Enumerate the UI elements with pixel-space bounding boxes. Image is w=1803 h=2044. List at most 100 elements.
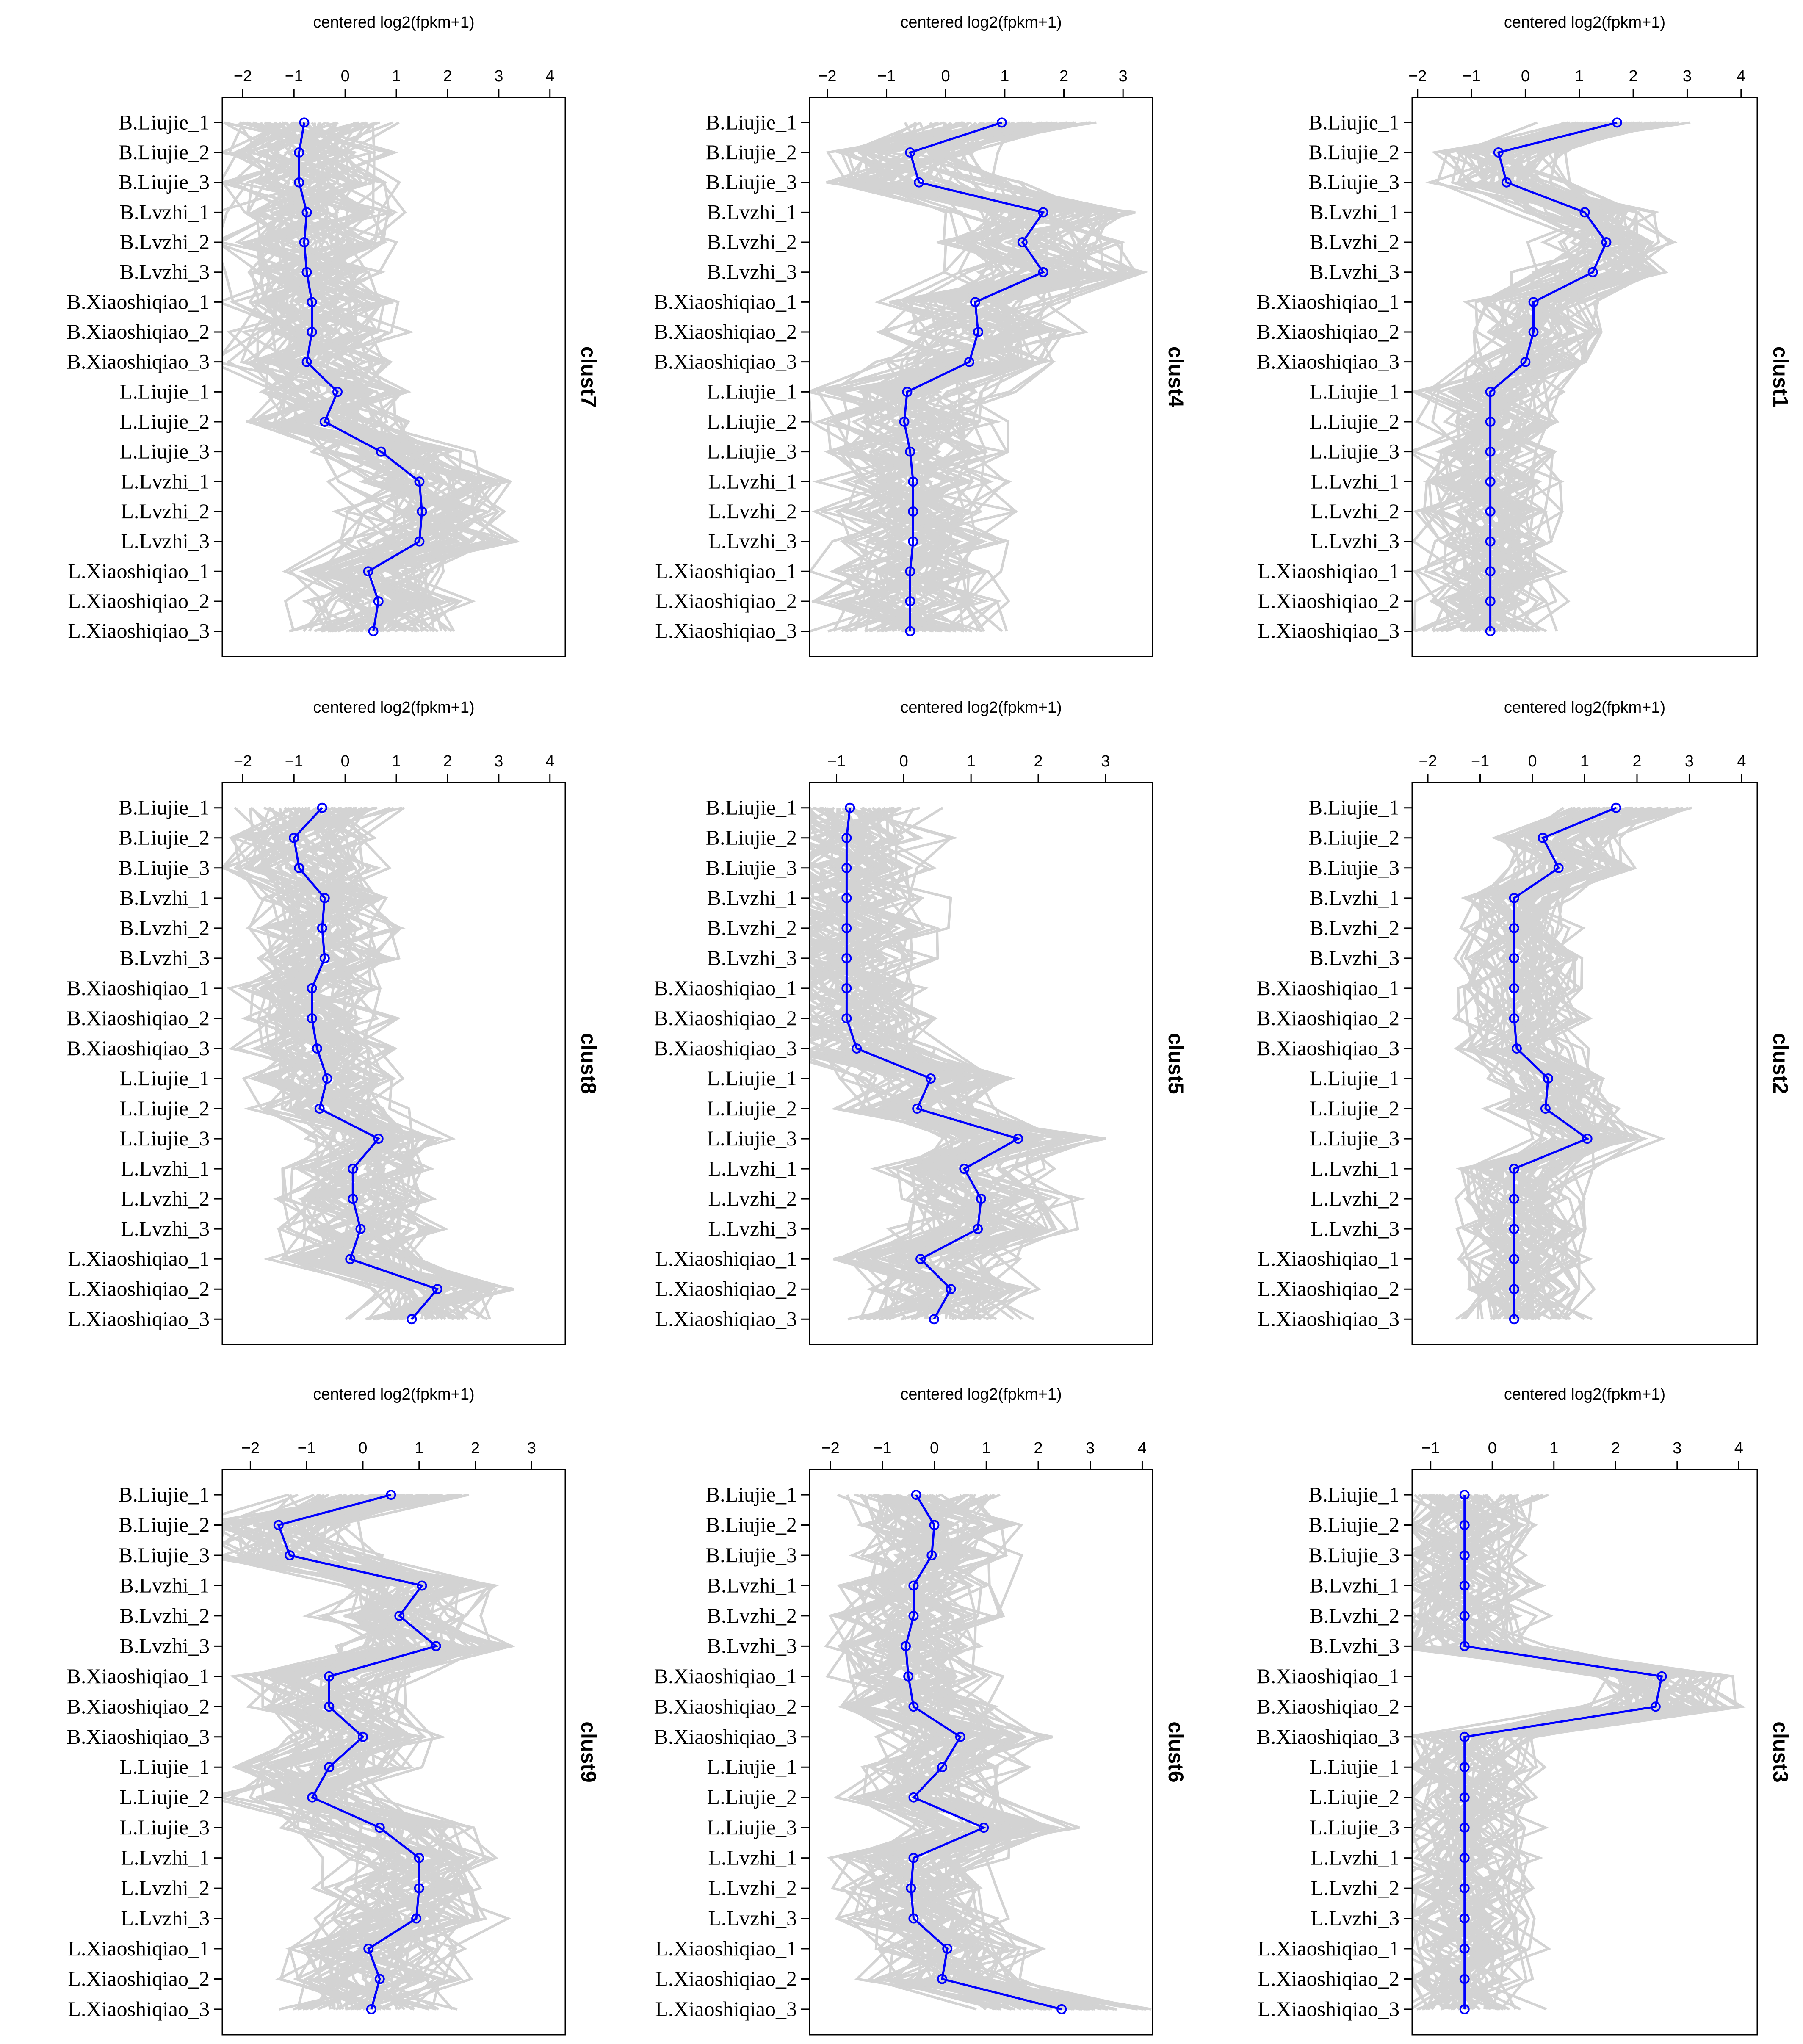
centroid-point [431,1641,441,1651]
gene-profile-line [288,1494,481,2011]
gene-profile-line [821,121,1040,632]
centroid-point [289,833,299,843]
sample-label: L.Liujie_1 [1310,1755,1399,1778]
sample-label: B.Lvzhi_3 [120,1634,210,1657]
centroid-point [386,1490,396,1500]
centroid-point [908,1610,919,1621]
centroid-point [914,177,924,188]
gene-profile-line [863,1494,1035,2011]
x-tick-label: 1 [967,752,976,770]
gene-profile-line [1454,1494,1723,2011]
centroid-point [1459,1550,1470,1560]
sample-label: L.Lvzhi_3 [708,1906,797,1930]
plot-frame [1411,97,1758,657]
centroid-point [417,506,427,517]
centroid-point [407,1314,417,1325]
gene-profile-line [1462,121,1654,632]
plot-frame [809,1469,1153,2036]
centroid-point [301,207,312,218]
sample-label: L.Xiaoshiqiao_2 [1258,1967,1399,1990]
gene-profiles [824,1494,1152,2011]
centroid-line [298,122,423,632]
sample-label: B.Liujie_1 [706,1483,797,1506]
sample-label: B.Liujie_3 [706,170,797,194]
centroid-point [1582,1134,1593,1144]
x-tick-label: 2 [1034,752,1043,770]
x-tick-label: 0 [341,752,350,770]
centroid-point [414,476,425,487]
x-tick-label: 4 [545,67,554,85]
gene-profile-line [222,1494,460,2011]
sample-label: L.Xiaoshiqiao_2 [655,1967,797,1990]
centroid-point [273,1520,284,1530]
centroid-point [363,1944,374,1954]
chart-panel-clust5: −1 0 1 2 3 centered log2(fpkm+1) B.Liujie_1 B.L… [654,699,1188,1345]
centroid-point [1056,2004,1067,2014]
gene-profile-line [231,1494,404,2011]
centroid-point [905,596,915,606]
centroid-point [911,1490,921,1500]
sample-label: B.Lvzhi_3 [120,946,210,970]
sample-label: B.Lvzhi_3 [707,1634,797,1657]
centroid-point [1485,536,1496,547]
sample-label: B.Liujie_2 [1308,140,1399,164]
x-tick-label: 4 [1737,67,1745,85]
cluster-label: clust2 [1769,1033,1792,1094]
centroid-point [959,1164,970,1174]
chart-panel-clust1: −2 −1 0 1 2 3 4 centered log2(fpkm+1) B.Liujie_1… [1257,14,1792,657]
centroid-point [1485,416,1496,427]
gene-profile-line [271,807,434,1320]
sample-label: B.Lvzhi_1 [707,200,797,224]
sample-label: B.Lvzhi_3 [1310,1634,1399,1657]
centroid-point [319,953,330,963]
centroid-point [324,1671,335,1682]
sample-label: L.Lvzhi_1 [708,1846,797,1870]
centroid-point [348,1164,358,1174]
sample-label: B.Lvzhi_3 [1310,260,1399,284]
centroid-point [1511,1043,1522,1054]
gene-profile-line [249,807,450,1320]
sample-label: L.Lvzhi_2 [1311,1876,1399,1900]
centroid-point [852,1043,862,1054]
gene-profile-line [1451,1494,1730,2010]
sample-label: B.Liujie_3 [1308,1543,1399,1567]
gene-profile-line [1412,1494,1659,2011]
x-axis-label: centered log2(fpkm+1) [313,1386,474,1403]
gene-profile-line [1444,121,1634,632]
sample-label: B.Liujie_1 [706,796,797,819]
gene-profile-line [1470,806,1653,1320]
x-tick-label: −2 [234,752,252,770]
sample-label: L.Lvzhi_2 [1311,1187,1399,1210]
gene-profile-line [222,1494,440,2011]
centroid-point [841,893,852,903]
x-tick-label: −1 [877,67,896,85]
gene-profile-line [1461,807,1587,1321]
sample-label: B.Xiaoshiqiao_2 [1257,1006,1399,1030]
chart-panel-clust3: −1 0 1 2 3 4 centered log2(fpkm+1) B.Liujie_1 B.… [1257,1386,1792,2036]
sample-label: L.Xiaoshiqiao_1 [1258,1247,1399,1270]
centroid-point [946,1284,956,1294]
centroid-point [908,1701,919,1712]
centroid-point [929,1520,940,1530]
centroid-point [1509,1224,1519,1234]
centroid-point [322,1073,332,1084]
centroid-point [1540,1104,1551,1114]
sample-label: L.Liujie_3 [1310,440,1399,463]
sample-label: L.Xiaoshiqiao_1 [655,1247,797,1270]
sample-label: L.Xiaoshiqiao_3 [1258,1307,1399,1330]
centroid-point [979,1823,989,1833]
sample-label: L.Xiaoshiqiao_1 [655,1936,797,1960]
centroid-point [906,1883,916,1894]
x-tick-label: 1 [415,1439,423,1457]
sample-label: L.Xiaoshiqiao_1 [1258,1936,1399,1960]
x-tick-label: 3 [494,67,503,85]
sample-label: L.Lvzhi_2 [708,499,797,523]
sample-label: L.Xiaoshiqiao_3 [655,1307,797,1330]
sample-label: B.Liujie_3 [119,170,210,194]
gene-profile-line [1461,121,1677,632]
centroid-point [374,1823,385,1833]
centroid-point [411,1913,422,1924]
x-tick-label: 4 [1737,752,1746,770]
sample-label: L.Lvzhi_3 [1311,529,1399,553]
